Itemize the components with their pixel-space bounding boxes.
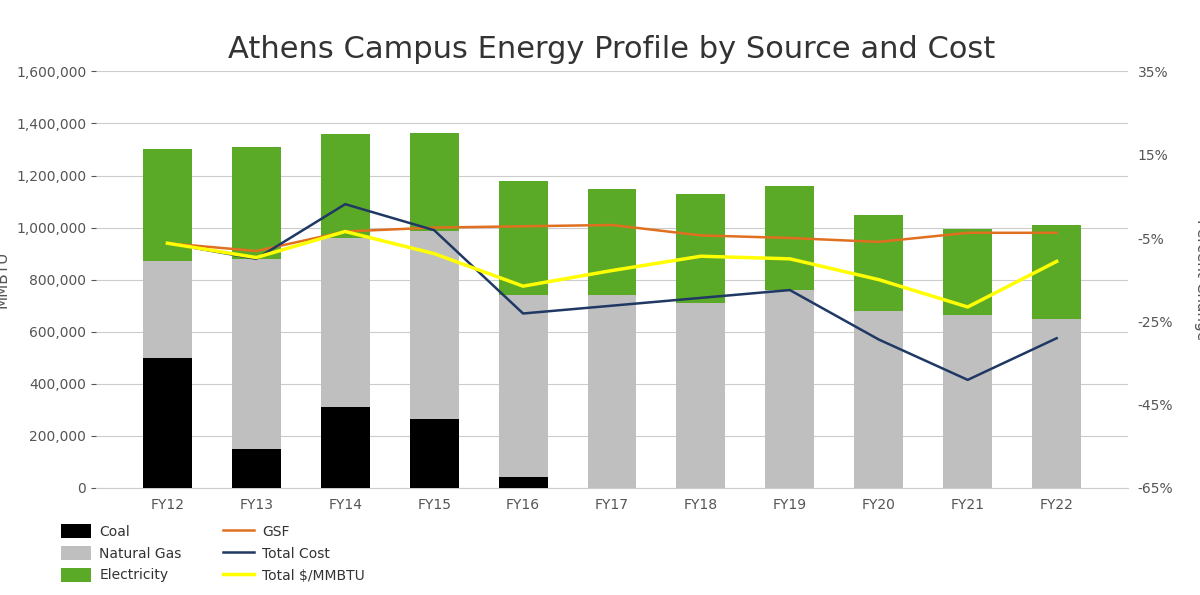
GSF [516,223,530,230]
Line: Total $/MMBTU: Total $/MMBTU [167,231,1057,307]
Bar [588,295,636,488]
GSF [694,232,708,239]
Title: Athens Campus Energy Profile by Source and Cost: Athens Campus Energy Profile by Source a… [228,35,996,64]
GSF [250,248,264,255]
Y-axis label: Percent Change: Percent Change [1194,219,1200,340]
Total $/MMBTU [782,255,797,262]
Total $/MMBTU [338,228,353,235]
Total Cost [694,295,708,302]
Total Cost [605,302,619,309]
Bar [854,311,904,488]
Bar [588,189,636,295]
Total Cost [516,310,530,317]
Bar [232,259,281,449]
Total Cost [250,255,264,262]
Bar [499,181,547,295]
GSF [871,239,886,246]
GSF [427,224,442,231]
Bar [232,449,281,488]
Legend: Coal, Natural Gas, Electricity, GSF, Total Cost, Total $/MMBTU: Coal, Natural Gas, Electricity, GSF, Tot… [55,519,371,588]
GSF [1050,229,1064,236]
Total $/MMBTU [250,254,264,261]
Total Cost [782,286,797,293]
Bar [677,303,725,488]
Bar [320,238,370,407]
Total Cost [160,240,174,247]
Bar [409,231,458,419]
Bar [232,147,281,259]
Total $/MMBTU [605,267,619,274]
GSF [782,234,797,242]
GSF [160,240,174,247]
Total $/MMBTU [1050,258,1064,265]
Bar [409,133,458,231]
GSF [605,221,619,228]
Bar [499,295,547,477]
Bar [143,149,192,261]
Bar [854,215,904,311]
Total $/MMBTU [871,276,886,283]
Bar [320,134,370,238]
Bar [1032,319,1081,488]
Bar [677,194,725,303]
Total $/MMBTU [160,240,174,247]
Total $/MMBTU [694,253,708,260]
Line: GSF: GSF [167,225,1057,251]
Bar [409,419,458,488]
Total Cost [427,227,442,234]
Total Cost [960,376,974,383]
Total $/MMBTU [427,250,442,257]
Bar [1032,225,1081,319]
Bar [766,186,815,290]
Bar [320,407,370,488]
GSF [960,229,974,236]
Bar [499,477,547,488]
GSF [338,228,353,235]
Total Cost [1050,334,1064,342]
Line: Total Cost: Total Cost [167,204,1057,380]
Total $/MMBTU [516,283,530,290]
Bar [943,315,992,488]
Total Cost [871,336,886,343]
Total Cost [338,201,353,208]
Total $/MMBTU [960,303,974,311]
Bar [766,290,815,488]
Bar [143,358,192,488]
Bar [143,261,192,358]
Bar [943,229,992,315]
Y-axis label: MMBTU: MMBTU [0,251,10,308]
